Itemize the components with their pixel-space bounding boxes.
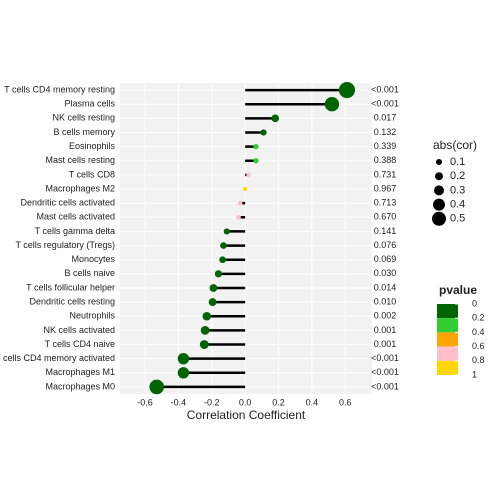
dot [177, 367, 190, 379]
size-key-label: 0.2 [450, 170, 465, 182]
color-key [437, 318, 458, 333]
pvalue-label: 0.388 [374, 155, 397, 165]
dot [219, 256, 226, 264]
x-axis-title: Correlation Coefficient [187, 408, 306, 422]
x-tick-label: -0.4 [171, 397, 187, 407]
dot [149, 379, 165, 395]
pvalue-label: 0.014 [374, 282, 397, 292]
pvalue-label: 0.670 [374, 212, 397, 222]
dot [200, 325, 210, 335]
y-tick-label: Plasma cells [64, 99, 115, 109]
pvalue-label: 0.731 [374, 169, 397, 179]
pvalue-label: 0.132 [374, 127, 397, 137]
dot [324, 97, 340, 112]
y-tick-label: NK cells activated [43, 325, 115, 335]
pvalue-label: 0.001 [374, 339, 397, 349]
dot [271, 114, 280, 123]
pvalue-label: 0.010 [374, 296, 397, 306]
y-tick-label: B cells naive [64, 268, 115, 278]
y-tick-label: NK cells resting [52, 113, 115, 123]
pvalue-label: 0.017 [374, 113, 397, 123]
dot [202, 311, 212, 321]
size-key-label: 0.5 [450, 213, 465, 225]
panel [120, 83, 372, 394]
y-tick-label: T cells CD8 [69, 169, 115, 179]
size-key-label: 0.1 [450, 156, 465, 168]
y-tick-label: Eosinophils [69, 141, 116, 151]
dot [243, 187, 248, 192]
dot [214, 270, 223, 278]
y-tick-label: Mast cells resting [45, 155, 115, 165]
y-tick-label: Macrophages M0 [45, 381, 115, 391]
pvalue-label: 0.141 [374, 226, 397, 236]
x-tick-label: 0.0 [239, 397, 252, 407]
x-tick-label: 0.4 [306, 397, 319, 407]
y-tick-label: T cells CD4 memory resting [4, 84, 115, 94]
color-key [437, 304, 458, 319]
color-tick-label: 0.6 [472, 341, 485, 351]
x-tick-label: 0.2 [272, 397, 285, 407]
dot [199, 340, 209, 349]
color-tick-label: 0.2 [472, 313, 485, 323]
color-key [437, 346, 458, 361]
dot [237, 200, 243, 206]
y-tick-label: B cells memory [53, 127, 115, 137]
y-tick-label: T cells regulatory (Tregs) [15, 240, 115, 250]
y-tick-label: Monocytes [71, 254, 115, 264]
x-tick-label: -0.6 [137, 397, 153, 407]
y-tick-label: Dendritic cells resting [29, 296, 115, 306]
x-tick-label: 0.6 [339, 397, 352, 407]
y-tick-label: T cells gamma delta [35, 226, 115, 236]
size-key [435, 172, 443, 181]
y-tick-label: Mast cells activated [36, 212, 115, 222]
color-tick-label: 0 [472, 298, 477, 308]
dot [253, 143, 259, 150]
x-tick-label: -0.2 [204, 397, 220, 407]
size-key-label: 0.3 [450, 184, 465, 196]
y-tick-label: T cells CD4 naive [45, 339, 115, 349]
size-key [432, 211, 446, 226]
color-key [437, 360, 458, 375]
color-tick-label: 0.4 [472, 327, 485, 337]
dot [220, 242, 227, 249]
y-tick-label: Macrophages M1 [45, 367, 115, 377]
pvalue-label: <0.001 [371, 381, 399, 391]
pvalue-label: 0.001 [374, 325, 397, 335]
pvalue-label: 0.069 [374, 254, 397, 264]
y-tick-label: T cells follicular helper [26, 282, 115, 292]
dot [209, 284, 218, 292]
size-key [436, 159, 442, 165]
y-tick-label: Neutrophils [69, 311, 115, 321]
dot [253, 158, 259, 164]
pvalue-label: 0.967 [374, 183, 397, 193]
y-tick-label: Macrophages M2 [45, 183, 115, 193]
dot [236, 214, 241, 220]
size-key-label: 0.4 [450, 199, 465, 211]
pvalue-label: 0.713 [374, 198, 397, 208]
size-legend-title: abs(cor) [433, 138, 477, 152]
dot [177, 352, 190, 365]
dot [246, 172, 251, 178]
y-tick-label: T cells CD4 memory activated [0, 353, 115, 363]
pvalue-label: <0.001 [371, 99, 399, 109]
pvalue-label: <0.001 [371, 353, 399, 363]
pvalue-label: 0.002 [374, 311, 397, 321]
pvalue-label: <0.001 [371, 84, 399, 94]
y-tick-label: Dendritic cells activated [20, 198, 115, 208]
pvalue-label: 0.030 [374, 268, 397, 278]
dot [208, 298, 217, 307]
pvalue-label: 0.339 [374, 141, 397, 151]
color-key [437, 332, 458, 347]
dot [260, 129, 267, 136]
color-legend-title: pvalue [439, 283, 477, 297]
color-tick-label: 0.8 [472, 355, 485, 365]
color-tick-label: 1 [472, 369, 477, 379]
dot [223, 228, 230, 235]
size-key [434, 185, 444, 196]
dot [338, 81, 356, 99]
pvalue-label: <0.001 [371, 367, 399, 377]
size-key [433, 198, 445, 211]
pvalue-label: 0.076 [374, 240, 397, 250]
